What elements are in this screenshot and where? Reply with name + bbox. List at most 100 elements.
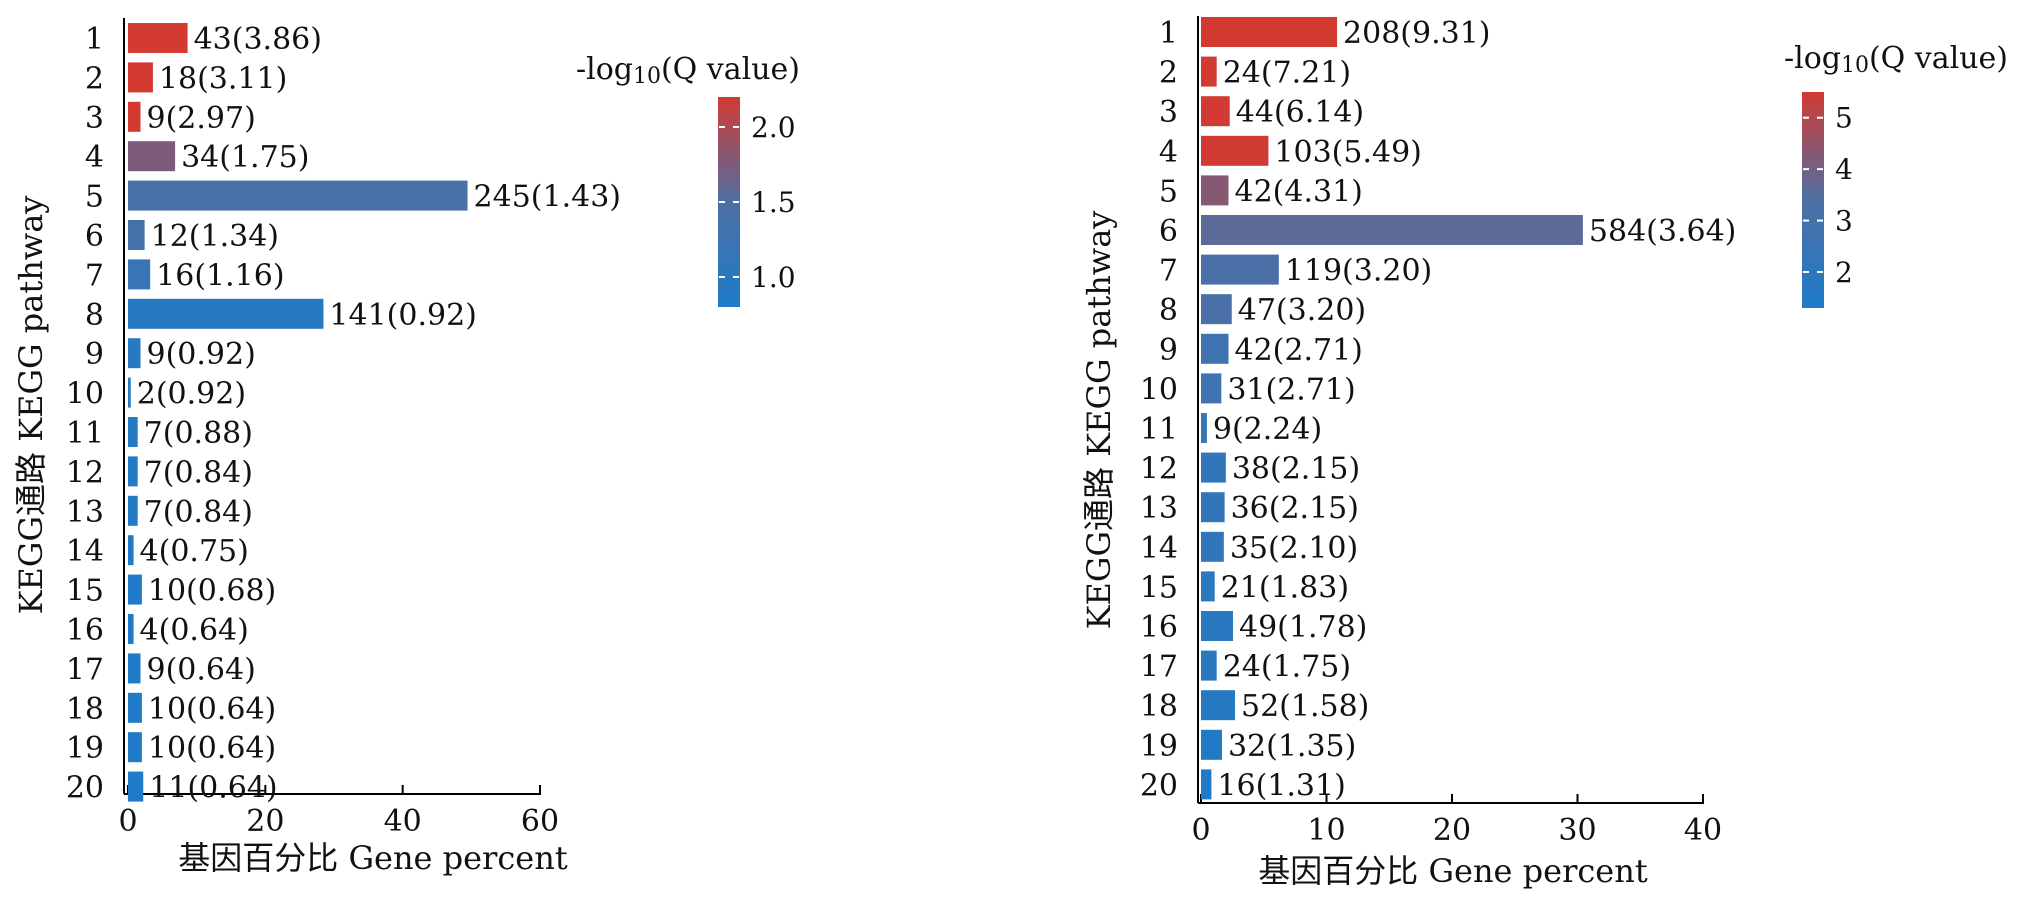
- colorbar-title: -log10(Q value): [576, 52, 800, 89]
- bar-value-label: 9(0.64): [146, 652, 255, 687]
- bar-value-label: 12(1.34): [151, 219, 279, 254]
- y-tick-label: 10: [66, 377, 104, 412]
- bar: [128, 495, 138, 526]
- bar: [128, 338, 141, 369]
- y-tick-label: 18: [1140, 689, 1178, 724]
- bar: [1201, 571, 1215, 602]
- x-tick-label: 40: [384, 804, 422, 839]
- y-tick-label: 11: [1140, 412, 1178, 447]
- colorbar-tick-label: 4: [1835, 153, 1853, 186]
- bar-value-label: 16(1.31): [1217, 768, 1345, 803]
- bar-value-label: 24(7.21): [1223, 56, 1351, 91]
- colorbar-title-prefix: -log: [1784, 41, 1841, 76]
- y-tick-label: 20: [66, 771, 104, 806]
- bar: [128, 298, 324, 329]
- colorbar-tick-label: 3: [1835, 205, 1853, 238]
- bar: [128, 101, 141, 132]
- bar: [128, 180, 468, 211]
- colorbar-tick-label: 2.0: [751, 111, 796, 144]
- bar: [1201, 769, 1212, 800]
- y-tick-label: 15: [66, 574, 104, 609]
- x-tick-label: 40: [1684, 813, 1722, 848]
- bar: [1201, 452, 1226, 483]
- x-tick-label: 10: [1307, 813, 1345, 848]
- colorbar-title: -log10(Q value): [1784, 41, 2008, 78]
- y-axis-title: KEGG通路 KEGG pathway: [12, 196, 50, 615]
- colorbar-title-suffix: (Q value): [661, 52, 800, 87]
- right-chart-panel: 0 10 20 30 40 1 208(9.31) 2 24(7.21) 3 44(6.14) 4 10…: [1080, 16, 2008, 890]
- bar-value-label: 584(3.64): [1589, 214, 1736, 249]
- colorbar-tick-label: 1.0: [751, 261, 796, 294]
- x-tick-label: 20: [246, 804, 284, 839]
- y-tick-label: 1: [1159, 16, 1178, 51]
- y-tick-label: 5: [1159, 174, 1178, 209]
- colorbar: [1802, 92, 1824, 308]
- bar-value-label: 31(2.71): [1227, 372, 1355, 407]
- bar-value-label: 18(3.11): [159, 61, 287, 96]
- bar: [128, 732, 142, 763]
- bar: [128, 771, 144, 802]
- y-tick-label: 16: [66, 613, 104, 648]
- y-tick-label: 11: [66, 416, 104, 451]
- y-tick-label: 7: [1159, 254, 1178, 289]
- bar-value-label: 42(4.31): [1234, 174, 1362, 209]
- bar: [128, 535, 134, 566]
- bar: [128, 456, 138, 487]
- bar-value-label: 11(0.64): [149, 771, 277, 806]
- bar-value-label: 43(3.86): [194, 22, 322, 57]
- bar-value-label: 24(1.75): [1223, 650, 1351, 685]
- bar-value-label: 208(9.31): [1343, 16, 1490, 51]
- bar-value-label: 36(2.15): [1231, 491, 1359, 526]
- bar: [128, 692, 142, 723]
- y-tick-label: 1: [85, 22, 104, 57]
- colorbar-title-subscript: 10: [1841, 53, 1869, 78]
- bar-value-label: 9(2.24): [1213, 412, 1322, 447]
- bar-value-label: 47(3.20): [1238, 293, 1366, 328]
- bar: [1201, 690, 1236, 721]
- bar-value-label: 10(0.68): [148, 574, 276, 609]
- bar: [128, 574, 142, 605]
- y-tick-label: 19: [1140, 729, 1178, 764]
- bar-value-label: 10(0.64): [148, 731, 276, 766]
- bar: [1201, 175, 1229, 206]
- bar: [1201, 96, 1230, 127]
- x-tick-label: 0: [1191, 813, 1210, 848]
- bar-value-label: 21(1.83): [1221, 570, 1349, 605]
- x-axis-title: 基因百分比 Gene percent: [178, 839, 568, 877]
- y-tick-label: 20: [1140, 768, 1178, 803]
- y-tick-label: 6: [1159, 214, 1178, 249]
- bar-value-label: 9(2.97): [146, 101, 255, 136]
- bar: [1201, 531, 1224, 562]
- bar: [1201, 135, 1269, 166]
- colorbar-tick-label: 1.5: [751, 186, 796, 219]
- y-tick-label: 19: [66, 731, 104, 766]
- bar: [1201, 215, 1583, 245]
- y-tick-label: 4: [1159, 135, 1178, 170]
- y-tick-label: 5: [85, 180, 104, 215]
- y-tick-label: 17: [66, 652, 104, 687]
- bar: [128, 141, 176, 172]
- x-tick-label: 20: [1433, 813, 1471, 848]
- y-tick-label: 14: [66, 534, 104, 569]
- x-tick-label: 0: [118, 804, 137, 839]
- x-tick-label: 30: [1558, 813, 1596, 848]
- bar: [128, 653, 141, 684]
- y-tick-label: 9: [85, 337, 104, 372]
- bar-value-label: 10(0.64): [148, 692, 276, 727]
- bar: [1201, 333, 1229, 364]
- bar-value-label: 9(0.92): [146, 337, 255, 372]
- bar: [128, 220, 145, 250]
- bar: [128, 23, 188, 53]
- y-tick-label: 12: [66, 455, 104, 490]
- bar-value-label: 119(3.20): [1285, 254, 1432, 289]
- y-tick-label: 2: [85, 61, 104, 96]
- x-tick-label: 60: [521, 804, 559, 839]
- bar: [1201, 373, 1222, 404]
- bar-value-label: 2(0.92): [137, 377, 246, 412]
- y-axis-title: KEGG通路 KEGG pathway: [1080, 211, 1118, 630]
- colorbar-tick-label: 2: [1835, 256, 1853, 289]
- bar: [128, 614, 134, 644]
- bar: [128, 377, 131, 408]
- bar-value-label: 245(1.43): [474, 180, 621, 215]
